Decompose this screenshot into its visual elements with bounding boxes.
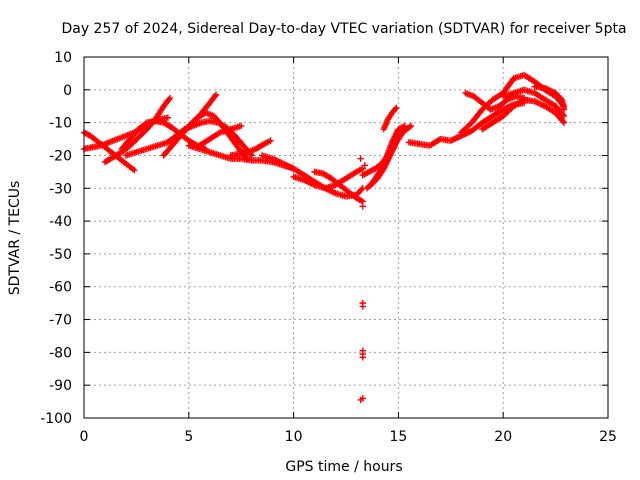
data-point-marker [357,396,364,404]
data-point-marker [211,92,219,100]
data-point-marker [559,111,567,119]
x-tick-label: 10 [285,429,303,445]
data-point-marker [357,155,364,162]
data-point-marker [393,104,400,112]
y-axis-label: SDTVAR / TECUs [7,181,23,296]
y-tick-label: -20 [49,148,72,164]
data-point-marker [359,203,366,210]
axis-ticks: 0 5 10 15 20 25 10 0 -10 -20 -30 -40 -50 -60 -70 -80 -90… [40,50,617,445]
y-tick-label: 10 [54,50,72,66]
y-tick-label: -70 [49,313,72,329]
data-points [80,71,568,404]
data-point-marker [359,303,366,310]
y-tick-label: -40 [49,214,72,230]
data-point-marker [520,94,528,102]
y-tick-label: 0 [63,83,72,99]
data-point-marker [166,94,174,102]
data-point-marker [267,137,274,144]
data-point-marker [407,122,415,130]
y-tick-label: -80 [49,345,72,361]
data-point-marker [392,105,399,113]
data-point-marker [358,186,365,193]
y-tick-label: -30 [49,181,72,197]
x-tick-label: 15 [389,429,407,445]
y-tick-label: -10 [49,116,72,132]
data-point-marker [131,167,138,174]
data-point-marker [359,165,366,172]
data-point-marker [560,119,568,126]
data-point-marker [361,162,369,169]
x-tick-label: 20 [494,429,512,445]
data-point-marker [238,122,245,130]
y-tick-label: -90 [49,378,72,394]
x-tick-label: 0 [80,429,89,445]
data-point-marker [560,112,568,120]
y-tick-label: -50 [49,247,72,263]
chart-title: Day 257 of 2024, Sidereal Day-to-day VTE… [61,21,626,37]
x-axis-label: GPS time / hours [285,459,402,475]
data-point-marker [142,120,149,127]
y-tick-label: -100 [40,411,72,427]
data-point-marker [359,354,366,361]
data-point-marker [212,91,220,98]
data-point-marker [560,106,568,113]
x-tick-label: 25 [599,429,617,445]
y-tick-label: -60 [49,280,72,296]
data-point-marker [165,96,173,103]
x-tick-label: 5 [184,429,193,445]
data-point-marker [559,118,567,125]
data-point-marker [406,123,413,131]
data-point-marker [164,114,172,121]
plot-frame [83,56,609,419]
